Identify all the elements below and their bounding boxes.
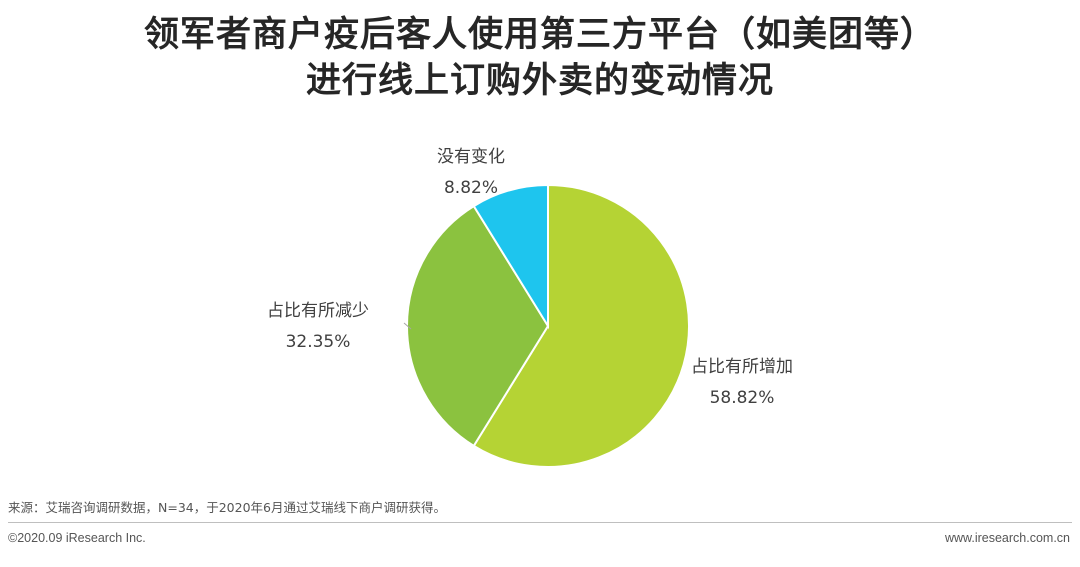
copyright-text: ©2020.09 iResearch Inc. — [8, 531, 146, 545]
pie-slice-2 — [472, 183, 549, 330]
pie-slice-0 — [472, 183, 690, 468]
chart-title-line-1: 领军者商户疫后客人使用第三方平台（如美团等） — [143, 15, 936, 55]
slice-value-label-0: 58.82% — [710, 388, 775, 408]
slice-value-label-1: 32.35% — [286, 332, 351, 352]
slice-value-label-2: 8.82% — [444, 178, 498, 198]
slice-label-1: 占比有所减少 — [267, 301, 369, 321]
website-link[interactable]: www.iresearch.com.cn — [944, 531, 1070, 545]
chart-title-line-2: 进行线上订购外卖的变动情况 — [305, 61, 774, 101]
chart-title: 领军者商户疫后客人使用第三方平台（如美团等） 进行线上订购外卖的变动情况 — [0, 12, 1080, 104]
source-note: 来源：艾瑞咨询调研数据，N=34，于2020年6月通过艾瑞线下商户调研获得。 — [8, 500, 446, 515]
footer-divider — [8, 522, 1072, 523]
slice-label-0: 占比有所增加 — [691, 357, 793, 377]
slice-label-2: 没有变化 — [437, 147, 505, 167]
leader-line-1 — [403, 322, 412, 330]
